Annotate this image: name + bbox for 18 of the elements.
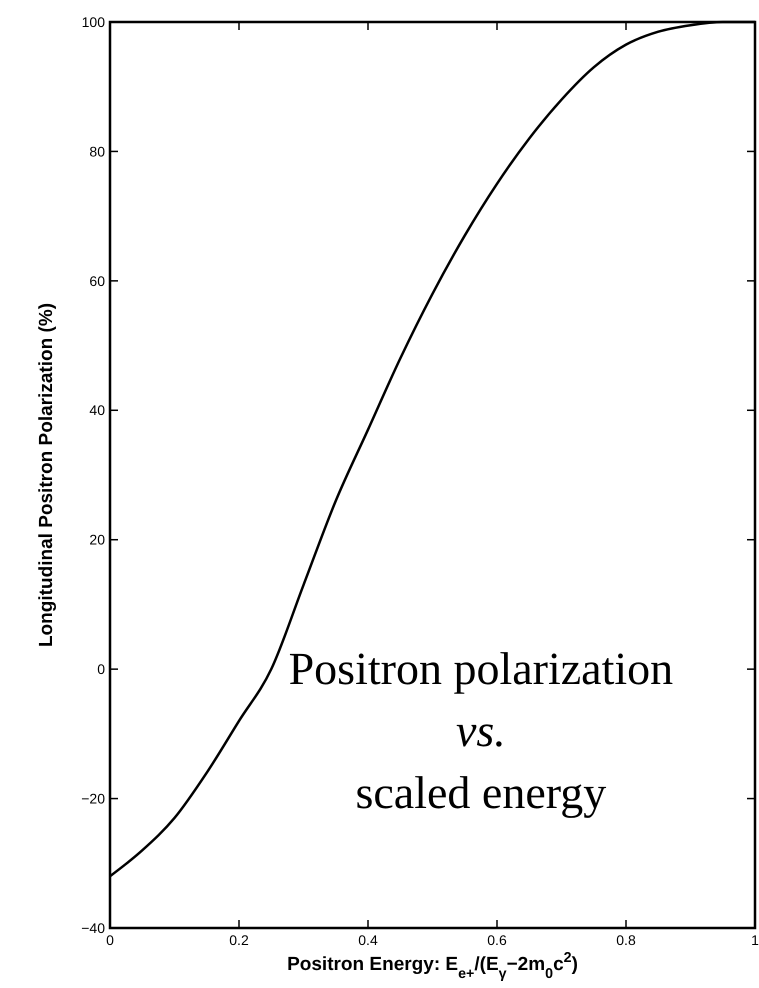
y-tick-label: 60 xyxy=(89,272,106,289)
annotation: vs. xyxy=(456,705,506,756)
x-tick-label: 0.2 xyxy=(229,932,249,948)
y-tick-label: 40 xyxy=(89,402,106,418)
y-axis-title: Longitudinal Positron Polarization (%) xyxy=(36,302,57,648)
y-tick-label: 80 xyxy=(89,143,106,160)
y-tick-label: −40 xyxy=(81,920,106,936)
y-tick-label: 0 xyxy=(97,661,106,678)
x-tick-label: 0.6 xyxy=(487,932,507,948)
y-tick-label: −20 xyxy=(81,790,106,806)
x-tick-label: 0.8 xyxy=(616,932,636,948)
annotation: Positron polarization xyxy=(288,643,674,694)
y-tick-label: 20 xyxy=(89,532,106,548)
text: Positron Energy: E$_{e+}$/(E$_{γ}$−2m$_{0}$c$^{2}$) xyxy=(287,950,578,982)
annotation: scaled energy xyxy=(355,767,606,818)
y-tick-label: 100 xyxy=(82,14,106,30)
x-tick-label: 0.4 xyxy=(358,932,378,948)
x-tick-label: 1 xyxy=(751,932,759,948)
